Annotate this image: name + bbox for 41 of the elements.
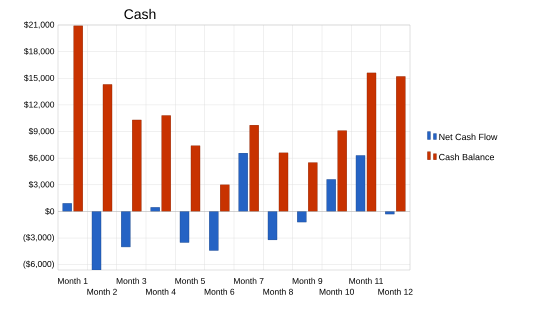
x-tick-label: Month 3 (116, 278, 146, 284)
y-tick-label: $15,000 (24, 74, 54, 82)
bar (161, 115, 171, 212)
x-tick-label: Month 12 (378, 288, 413, 295)
y-tick-label: $18,000 (24, 48, 54, 56)
y-tick-label: $3,000 (28, 181, 54, 188)
x-tick-label: Month 2 (87, 288, 117, 295)
bar (121, 211, 131, 248)
legend-label: Cash Balance (439, 154, 494, 160)
y-tick-label: ($3,000) (23, 234, 54, 242)
bar (132, 120, 142, 212)
y-tick-label: $0 (45, 208, 54, 215)
x-tick-label: Month 7 (234, 278, 264, 284)
bar (190, 146, 200, 212)
bar (278, 152, 288, 212)
bar (73, 26, 83, 212)
y-tick-label: $21,000 (24, 21, 54, 29)
bar (326, 179, 336, 212)
x-tick-label: Month 10 (320, 288, 354, 295)
x-tick-label: Month 6 (204, 288, 234, 295)
bar (249, 125, 259, 212)
bar (102, 84, 112, 212)
bar (366, 72, 376, 212)
y-tick-label: $6,000 (28, 154, 54, 162)
bar (209, 211, 219, 251)
y-tick-label: $9,000 (28, 128, 54, 136)
bar (308, 162, 318, 212)
bar (337, 130, 347, 212)
bar (396, 76, 406, 212)
x-tick-label: Month 8 (263, 288, 293, 295)
y-tick-label: $12,000 (24, 101, 54, 109)
x-tick-label: Month 9 (292, 278, 322, 284)
chart-title: Cash (124, 8, 156, 20)
x-tick-label: Month 4 (146, 288, 176, 295)
legend-label: Net Cash Flow (439, 134, 498, 140)
x-tick-label: Month 1 (58, 278, 88, 284)
bar (238, 153, 248, 212)
x-tick-label: Month 11 (349, 278, 383, 284)
y-tick-label: ($6,000) (23, 260, 54, 269)
bar (220, 184, 230, 212)
x-tick-label: Month 5 (175, 278, 205, 284)
